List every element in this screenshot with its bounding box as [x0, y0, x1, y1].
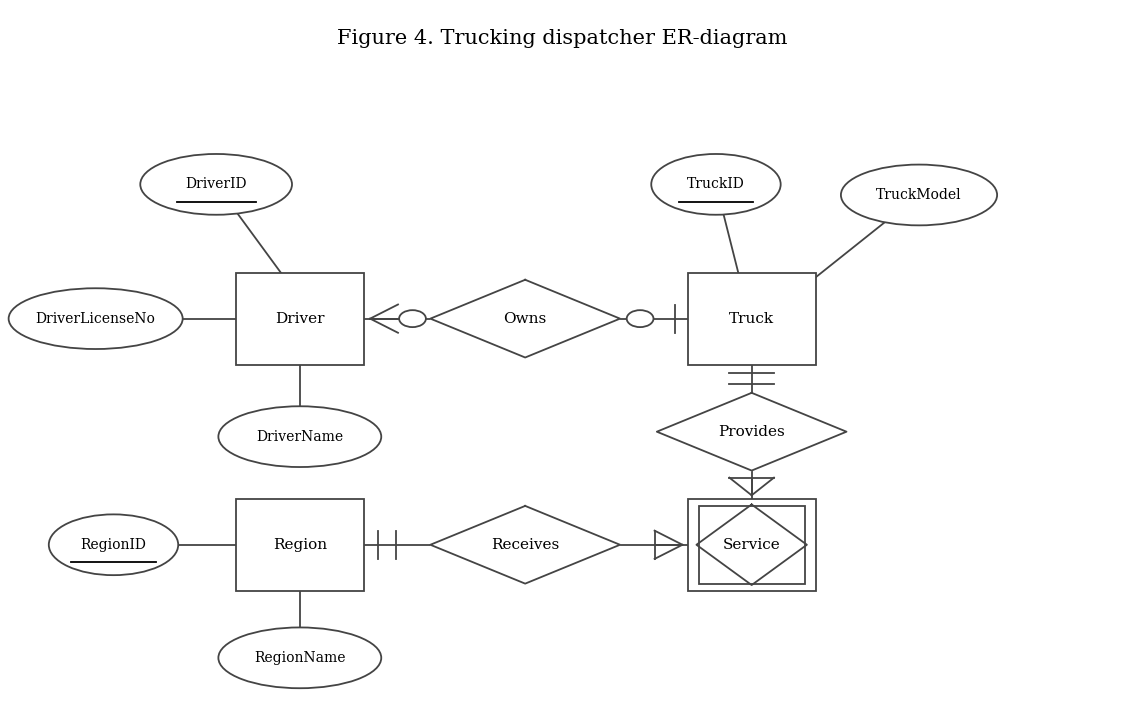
Text: DriverName: DriverName	[256, 430, 343, 443]
Ellipse shape	[627, 310, 653, 327]
Ellipse shape	[9, 288, 183, 349]
Ellipse shape	[218, 406, 381, 467]
Text: RegionName: RegionName	[254, 651, 345, 665]
Text: DriverLicenseNo: DriverLicenseNo	[36, 312, 155, 325]
Bar	[699, 506, 805, 583]
Ellipse shape	[140, 154, 292, 214]
Polygon shape	[656, 393, 846, 470]
Text: Service: Service	[723, 538, 780, 552]
Text: Driver: Driver	[275, 312, 325, 325]
Text: DriverID: DriverID	[185, 177, 247, 192]
Text: Owns: Owns	[504, 312, 546, 325]
Ellipse shape	[218, 628, 381, 689]
Text: Receives: Receives	[491, 538, 560, 552]
Bar	[688, 272, 816, 365]
Ellipse shape	[48, 514, 179, 575]
Bar	[688, 499, 816, 591]
Ellipse shape	[841, 164, 997, 225]
Bar	[236, 499, 364, 591]
Text: Figure 4. Trucking dispatcher ER-diagram: Figure 4. Trucking dispatcher ER-diagram	[337, 29, 787, 48]
Polygon shape	[430, 506, 620, 583]
Text: TruckID: TruckID	[687, 177, 745, 192]
Ellipse shape	[651, 154, 781, 214]
Text: Truck: Truck	[729, 312, 774, 325]
Text: TruckModel: TruckModel	[877, 188, 962, 202]
Text: RegionID: RegionID	[81, 538, 146, 552]
Text: Provides: Provides	[718, 425, 785, 439]
Ellipse shape	[399, 310, 426, 327]
Bar	[236, 272, 364, 365]
Text: Region: Region	[273, 538, 327, 552]
Polygon shape	[430, 280, 620, 358]
